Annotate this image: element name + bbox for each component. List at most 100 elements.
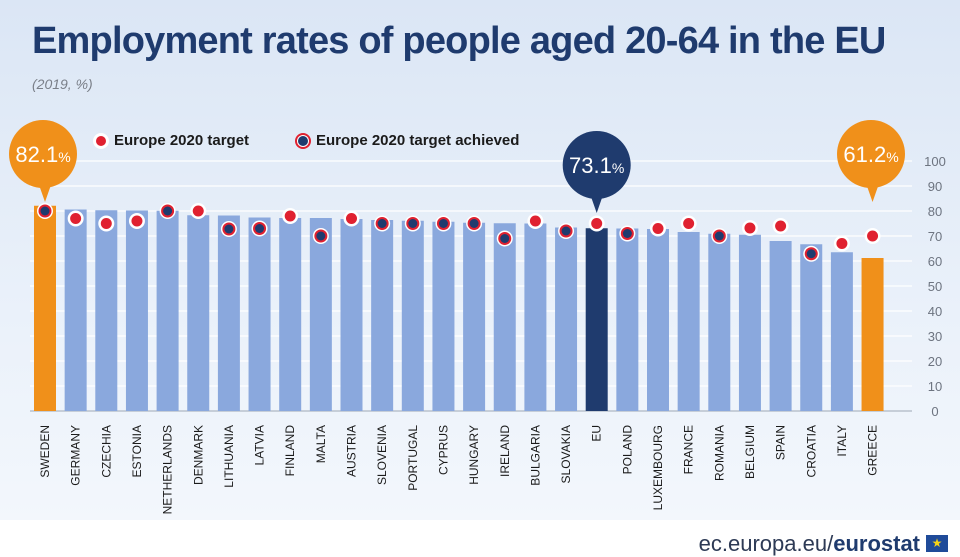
bar-slovakia — [555, 227, 578, 411]
target-dot — [70, 213, 82, 224]
category-label: CYPRUS — [436, 425, 450, 475]
bar-belgium — [738, 234, 761, 411]
category-label: AUSTRIA — [345, 425, 359, 477]
category-label: BULGARIA — [528, 425, 542, 486]
target-dot — [836, 238, 848, 249]
bar-latvia — [248, 217, 271, 411]
bar-denmark — [187, 215, 210, 411]
category-label: NETHERLANDS — [161, 425, 175, 514]
bar-sweden — [34, 205, 56, 411]
y-tick-label: 60 — [928, 254, 942, 269]
bar-estonia — [125, 210, 148, 411]
source-domain: ec.europa.eu/ — [698, 531, 834, 556]
category-label: SLOVAKIA — [559, 425, 573, 483]
category-label: LUXEMBOURG — [651, 425, 665, 510]
category-label: FRANCE — [682, 425, 696, 474]
legend-achieved-label: Europe 2020 target achieved — [316, 132, 520, 149]
target-achieved-dot — [224, 224, 234, 234]
bar-slovenia — [371, 220, 394, 411]
category-label: ROMANIA — [712, 425, 726, 481]
source-brand: eurostat — [833, 531, 920, 556]
target-achieved-dot — [438, 219, 448, 228]
bar-eu — [585, 228, 608, 411]
category-label: SLOVENIA — [375, 425, 389, 485]
category-label: CZECHIA — [99, 425, 113, 478]
category-label: IRELAND — [498, 425, 512, 477]
bar-cyprus — [432, 221, 455, 411]
y-tick-label: 10 — [928, 379, 942, 394]
target-achieved-dot — [469, 219, 479, 228]
category-label: SPAIN — [774, 425, 788, 460]
callout-label: 73.1% — [569, 153, 624, 178]
category-label: ITALY — [835, 425, 849, 457]
category-label: POLAND — [620, 425, 634, 475]
bar-croatia — [800, 244, 823, 411]
bar-france — [677, 232, 700, 411]
y-tick-label: 30 — [928, 329, 942, 344]
callout-label: 82.1% — [15, 142, 70, 167]
callout-bubble — [9, 120, 77, 188]
target-dot — [867, 230, 879, 242]
bar-luxembourg — [647, 229, 669, 411]
target-dot — [744, 222, 756, 234]
legend-item-target: Europe 2020 target — [96, 132, 249, 149]
category-label: HUNGARY — [467, 425, 481, 485]
target-dot — [652, 223, 664, 234]
callout-bubble — [562, 131, 631, 199]
bar-lithuania — [217, 215, 240, 411]
chart-title: Employment rates of people aged 20-64 in… — [32, 20, 886, 62]
y-tick-label: 0 — [931, 404, 938, 419]
category-label: ESTONIA — [130, 425, 144, 477]
category-label: FINLAND — [283, 425, 297, 477]
target-achieved-dot — [500, 234, 510, 243]
bar-spain — [769, 241, 792, 411]
achieved-dot-icon — [298, 136, 308, 146]
category-label: GREECE — [866, 425, 880, 476]
bar-netherlands — [156, 210, 179, 411]
callout-label: 61.2% — [843, 142, 898, 167]
target-achieved-dot — [40, 206, 50, 216]
y-tick-label: 100 — [924, 154, 946, 169]
target-achieved-dot — [377, 219, 387, 228]
bar-portugal — [401, 220, 424, 411]
bar-czechia — [95, 210, 118, 411]
target-dot — [346, 213, 357, 224]
bar-greece — [861, 258, 884, 411]
target-dot — [529, 215, 541, 227]
source-credit[interactable]: ec.europa.eu/eurostat — [699, 531, 920, 557]
category-label: CROATIA — [804, 425, 818, 477]
bar-bulgaria — [524, 223, 547, 411]
callout-bubble — [837, 120, 905, 188]
bar-poland — [616, 228, 639, 411]
target-achieved-dot — [806, 249, 816, 259]
y-tick-label: 90 — [928, 179, 942, 194]
target-dot — [284, 210, 296, 222]
category-label: LITHUANIA — [222, 425, 236, 488]
bar-malta — [309, 218, 332, 411]
legend-item-achieved: Europe 2020 target achieved — [298, 132, 519, 149]
target-dot — [192, 205, 204, 217]
target-dot — [100, 218, 112, 229]
y-tick-label: 70 — [928, 229, 942, 244]
legend-target-label: Europe 2020 target — [114, 132, 250, 149]
bar-finland — [279, 218, 302, 411]
y-tick-label: 20 — [928, 354, 942, 369]
target-achieved-dot — [714, 231, 724, 241]
y-tick-label: 80 — [928, 204, 942, 219]
category-label: DENMARK — [191, 425, 205, 485]
category-label: PORTUGAL — [406, 425, 420, 491]
bar-hungary — [463, 222, 486, 411]
category-label: LATVIA — [253, 425, 267, 465]
chart-subtitle: (2019, %) — [32, 76, 93, 92]
bar-romania — [708, 233, 731, 411]
bar-ireland — [493, 223, 516, 411]
y-tick-label: 40 — [928, 304, 942, 319]
bar-austria — [340, 219, 363, 411]
target-dot — [131, 215, 143, 227]
bar-italy — [830, 252, 853, 411]
target-achieved-dot — [316, 231, 326, 241]
target-achieved-dot — [255, 224, 265, 233]
target-dot-icon — [96, 136, 106, 146]
target-achieved-dot — [408, 219, 418, 228]
